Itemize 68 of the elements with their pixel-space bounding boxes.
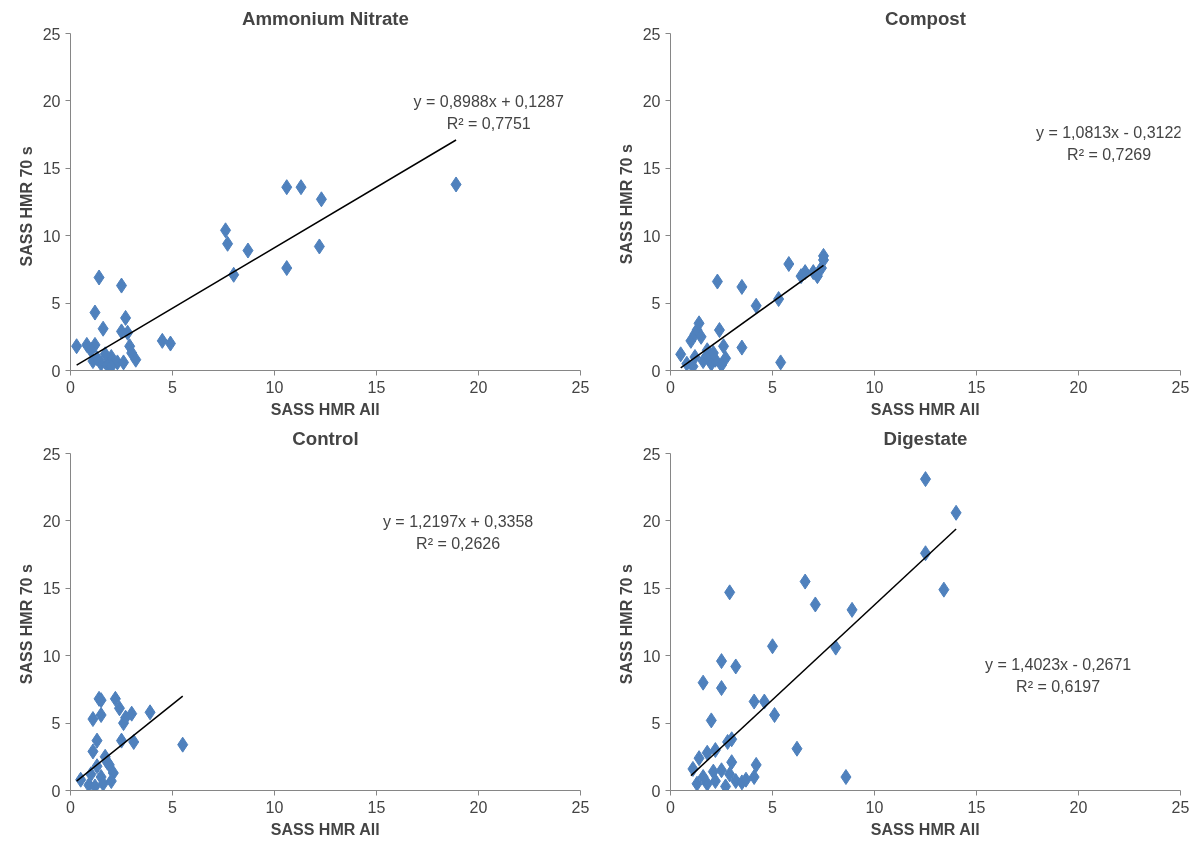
y-tick-label: 20: [42, 92, 61, 110]
x-tick-label: 15: [367, 798, 386, 816]
y-tick-label: 20: [642, 92, 661, 110]
y-tick-label: 0: [651, 782, 661, 800]
y-tick-label: 25: [42, 25, 61, 43]
x-tick-label: 5: [168, 798, 178, 816]
y-axis-title: SASS HMR 70 s: [617, 564, 635, 685]
chart-title: Digestate: [883, 427, 968, 449]
y-tick-label: 25: [642, 25, 661, 43]
y-tick-label: 0: [51, 362, 61, 380]
x-axis-title: SASS HMR All: [870, 820, 980, 838]
x-tick-label: 0: [66, 798, 76, 816]
x-tick-label: 20: [469, 798, 488, 816]
y-tick-label: 10: [642, 227, 661, 245]
y-tick-label: 20: [42, 512, 61, 530]
y-tick-label: 15: [42, 580, 61, 598]
y-axis-title: SASS HMR 70 s: [17, 564, 35, 685]
x-tick-label: 15: [367, 378, 386, 396]
y-tick-label: 10: [42, 647, 61, 665]
y-axis-title: SASS HMR 70 s: [17, 146, 35, 267]
x-tick-label: 10: [265, 378, 284, 396]
annotation: y = 1,2197x + 0,3358: [382, 513, 534, 531]
x-axis-title: SASS HMR All: [270, 820, 380, 838]
x-tick-label: 15: [967, 798, 986, 816]
x-tick-label: 5: [168, 378, 178, 396]
annotation: y = 0,8988x + 0,1287: [413, 93, 564, 111]
annotation: R² = 0,6197: [1016, 677, 1101, 695]
annotation: R² = 0,7269: [1067, 145, 1152, 163]
y-tick-label: 10: [42, 227, 61, 245]
x-tick-label: 20: [469, 378, 488, 396]
x-tick-label: 25: [571, 798, 590, 816]
y-tick-label: 5: [51, 295, 61, 313]
x-tick-label: 10: [265, 798, 284, 816]
x-tick-label: 0: [666, 798, 676, 816]
x-tick-label: 0: [66, 378, 76, 396]
x-tick-label: 5: [768, 378, 778, 396]
x-tick-label: 25: [571, 378, 590, 396]
y-tick-label: 5: [51, 715, 61, 733]
y-tick-label: 0: [651, 362, 661, 380]
annotation: R² = 0,7751: [446, 114, 531, 132]
y-tick-label: 5: [651, 715, 661, 733]
x-tick-label: 0: [666, 378, 676, 396]
x-axis-title: SASS HMR All: [870, 400, 980, 418]
y-tick-label: 25: [642, 445, 661, 463]
y-axis-title: SASS HMR 70 s: [617, 144, 635, 265]
y-tick-label: 15: [42, 160, 61, 178]
annotation: y = 1,4023x - 0,2671: [984, 656, 1132, 674]
x-axis-title: SASS HMR All: [270, 400, 380, 418]
x-tick-label: 25: [1171, 798, 1190, 816]
y-tick-label: 5: [651, 295, 661, 313]
y-tick-label: 0: [51, 782, 61, 800]
y-tick-label: 15: [642, 580, 661, 598]
y-tick-label: 25: [42, 445, 61, 463]
x-tick-label: 5: [768, 798, 778, 816]
y-tick-label: 10: [642, 647, 661, 665]
x-tick-label: 25: [1171, 378, 1190, 396]
chart-title: Control: [292, 427, 359, 449]
x-tick-label: 10: [865, 798, 884, 816]
chart-title: Ammonium Nitrate: [242, 7, 409, 29]
y-tick-label: 15: [642, 160, 661, 178]
chart-title: Compost: [885, 7, 966, 29]
x-tick-label: 10: [865, 378, 884, 396]
x-tick-label: 20: [1069, 378, 1088, 396]
annotation: y = 1,0813x - 0,3122: [1035, 124, 1183, 142]
annotation: R² = 0,2626: [416, 534, 501, 552]
y-tick-label: 20: [642, 512, 661, 530]
x-tick-label: 15: [967, 378, 986, 396]
x-tick-label: 20: [1069, 798, 1088, 816]
